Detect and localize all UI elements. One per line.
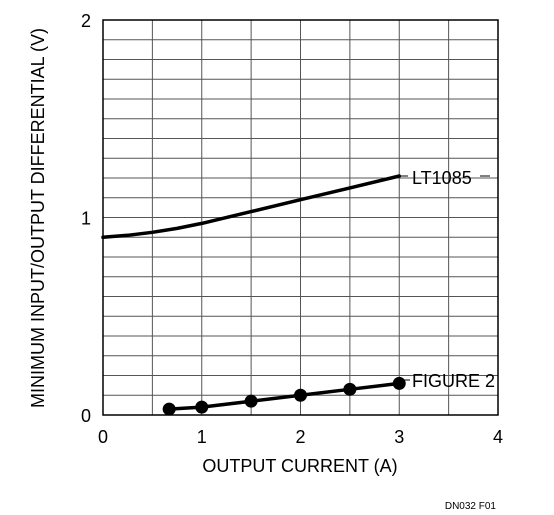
data-point-figure-2	[162, 402, 176, 416]
y-tick-label: 2	[81, 11, 91, 31]
x-tick-label: 1	[197, 427, 207, 447]
y-tick-label: 0	[81, 406, 91, 426]
data-point-figure-2	[294, 388, 307, 402]
footnote: DN032 F01	[445, 501, 497, 512]
x-tick-label: 3	[394, 427, 404, 447]
data-point-figure-2	[392, 376, 406, 390]
plot-frame	[102, 19, 499, 416]
y-axis-title: MINIMUM INPUT/OUTPUT DIFFERENTIAL (V)	[28, 28, 48, 408]
grid	[103, 20, 498, 415]
x-tick-label: 4	[493, 427, 503, 447]
tick-labels: 0 1 2 3 4 0 1 2	[81, 11, 503, 447]
y-tick-label: 1	[81, 209, 91, 229]
x-tick-label: 0	[98, 427, 108, 447]
series-label-figure-2: FIGURE 2	[412, 371, 495, 391]
x-axis-title: OUTPUT CURRENT (A)	[202, 456, 397, 476]
data-point-figure-2	[343, 382, 357, 396]
series-label-lt1085: LT1085	[412, 168, 472, 188]
data-point-figure-2	[244, 394, 258, 408]
data-point-figure-2	[195, 400, 209, 414]
x-tick-label: 2	[295, 427, 305, 447]
series-layer	[101, 174, 490, 416]
series-line-lt1085	[101, 174, 402, 240]
